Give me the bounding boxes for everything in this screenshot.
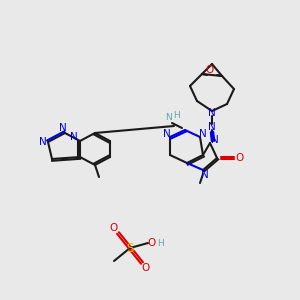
Text: N: N — [39, 137, 47, 147]
Text: S: S — [126, 242, 134, 254]
Text: N: N — [208, 122, 216, 132]
Text: N: N — [163, 129, 171, 139]
Text: H: H — [157, 238, 164, 247]
Text: N: N — [208, 108, 216, 118]
Text: H: H — [172, 110, 179, 119]
Text: O: O — [142, 263, 150, 273]
Text: N: N — [59, 123, 67, 133]
Text: O: O — [148, 238, 156, 248]
Text: N: N — [70, 132, 78, 142]
Text: N: N — [211, 135, 219, 145]
Text: O: O — [235, 153, 243, 163]
Text: N: N — [201, 170, 209, 180]
Text: O: O — [110, 223, 118, 233]
Text: N: N — [166, 113, 172, 122]
Text: N: N — [199, 129, 207, 139]
Text: O: O — [205, 65, 213, 75]
